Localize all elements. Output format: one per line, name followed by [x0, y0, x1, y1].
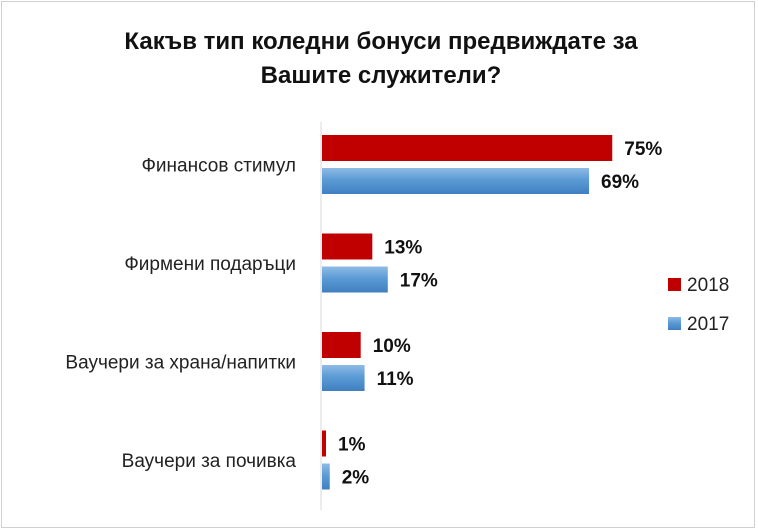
category-label: Фирмени подаръци	[124, 254, 296, 275]
legend-label-2018: 2018	[687, 275, 729, 296]
legend-label-2017: 2017	[687, 314, 729, 335]
chart-title-line-1: Какъв тип коледни бонуси предвиждате за	[124, 28, 638, 55]
data-label-2018: 10%	[373, 336, 411, 357]
category-label: Финансов стимул	[141, 156, 296, 177]
bar-2017	[322, 463, 330, 490]
bar-2017	[322, 266, 388, 293]
bar-2018	[322, 332, 361, 358]
legend-swatch-2017	[668, 317, 681, 330]
data-label-2017: 11%	[377, 369, 414, 390]
legend-swatch-2018	[668, 278, 681, 291]
data-label-2017: 17%	[400, 271, 438, 292]
bar-2017	[322, 365, 365, 391]
category-label: Ваучери за почивка	[122, 451, 297, 472]
bar-2018	[322, 233, 373, 260]
chart-title-line-2: Вашите служители?	[260, 62, 502, 89]
data-label-2018: 1%	[338, 435, 366, 456]
data-label-2018: 75%	[624, 139, 662, 160]
data-label-2017: 69%	[601, 172, 639, 193]
bar-2017	[322, 168, 590, 194]
bar-2018	[322, 430, 326, 457]
category-label: Ваучери за храна/напитки	[65, 353, 296, 374]
bar-2018	[322, 135, 613, 161]
data-label-2018: 13%	[384, 238, 422, 259]
data-label-2017: 2%	[342, 468, 370, 489]
